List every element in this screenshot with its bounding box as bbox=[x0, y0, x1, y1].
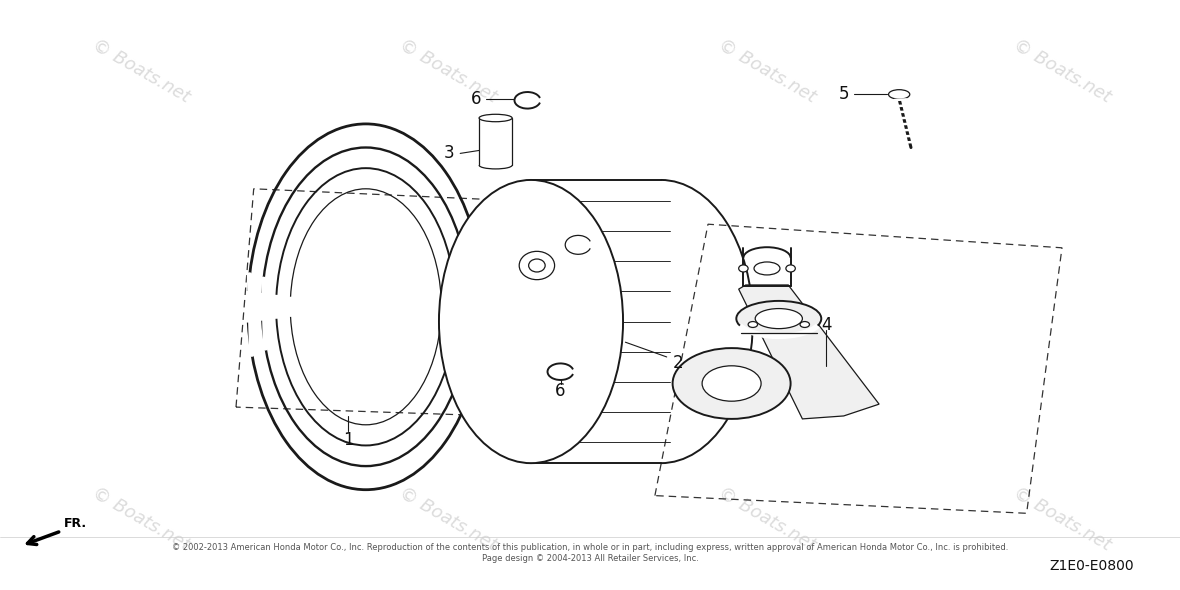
Text: © Boats.net: © Boats.net bbox=[1010, 35, 1114, 106]
Text: © Boats.net: © Boats.net bbox=[396, 484, 500, 555]
Text: © Boats.net: © Boats.net bbox=[90, 484, 194, 555]
Ellipse shape bbox=[702, 366, 761, 401]
Ellipse shape bbox=[800, 322, 809, 327]
Text: © Boats.net: © Boats.net bbox=[90, 35, 194, 106]
Ellipse shape bbox=[673, 348, 791, 419]
Text: 1: 1 bbox=[342, 431, 354, 448]
Polygon shape bbox=[739, 285, 879, 419]
Text: 3: 3 bbox=[444, 145, 454, 162]
Text: Page design © 2004-2013 All Retailer Services, Inc.: Page design © 2004-2013 All Retailer Ser… bbox=[481, 553, 699, 563]
Ellipse shape bbox=[519, 251, 555, 280]
Text: © Boats.net: © Boats.net bbox=[715, 484, 819, 555]
Text: FR.: FR. bbox=[64, 517, 87, 530]
Ellipse shape bbox=[479, 114, 512, 122]
Ellipse shape bbox=[889, 90, 910, 99]
Text: 2: 2 bbox=[673, 354, 684, 372]
Ellipse shape bbox=[755, 309, 802, 329]
Text: © Boats.net: © Boats.net bbox=[1010, 484, 1114, 555]
Text: Z1E0-E0800: Z1E0-E0800 bbox=[1049, 559, 1134, 573]
Text: © 2002-2013 American Honda Motor Co., Inc. Reproduction of the contents of this : © 2002-2013 American Honda Motor Co., In… bbox=[172, 543, 1008, 552]
Ellipse shape bbox=[786, 265, 795, 272]
Text: 5: 5 bbox=[839, 86, 850, 103]
Text: 6: 6 bbox=[471, 90, 481, 108]
Ellipse shape bbox=[439, 180, 623, 463]
Ellipse shape bbox=[529, 259, 545, 272]
Polygon shape bbox=[439, 180, 753, 463]
Ellipse shape bbox=[754, 262, 780, 275]
Ellipse shape bbox=[748, 322, 758, 327]
Text: 4: 4 bbox=[821, 316, 831, 333]
Text: © Boats.net: © Boats.net bbox=[396, 35, 500, 106]
Text: 6: 6 bbox=[556, 382, 565, 400]
Ellipse shape bbox=[736, 301, 821, 336]
Ellipse shape bbox=[739, 265, 748, 272]
Text: © Boats.net: © Boats.net bbox=[715, 35, 819, 106]
